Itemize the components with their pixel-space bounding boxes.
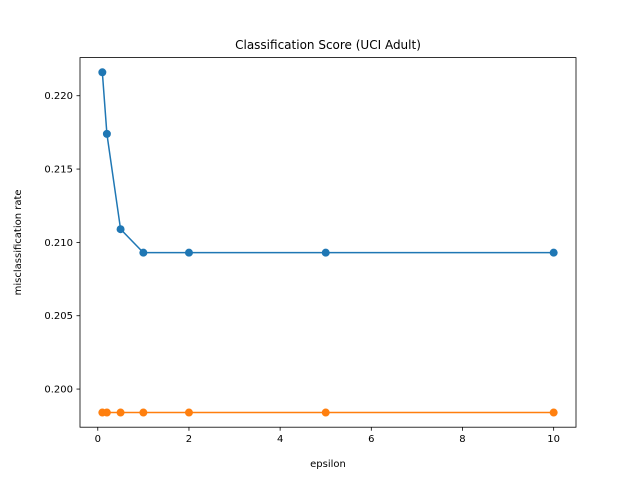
series-2 (98, 408, 558, 417)
y-tick-label: 0.220 (44, 91, 73, 102)
data-point (184, 248, 193, 257)
data-point (321, 248, 330, 257)
data-point (98, 68, 107, 77)
y-axis-label: misclassification rate (13, 189, 24, 295)
x-axis-label: epsilon (310, 459, 346, 470)
x-tick-label: 10 (547, 434, 560, 445)
data-point (116, 408, 125, 417)
data-point (102, 408, 111, 417)
chart-title: Classification Score (UCI Adult) (235, 38, 421, 52)
data-point (139, 248, 148, 257)
plot-frame (79, 57, 577, 428)
series-1 (98, 68, 558, 257)
x-tick-label: 4 (277, 434, 283, 445)
data-point (102, 129, 111, 138)
y-tick-label: 0.200 (44, 385, 73, 396)
data-point (549, 248, 558, 257)
data-point (139, 408, 148, 417)
series-layer (98, 68, 558, 417)
y-tick-label: 0.205 (44, 311, 73, 322)
y-tick-label: 0.215 (44, 165, 73, 176)
x-tick-label: 2 (186, 434, 192, 445)
x-tick-label: 6 (368, 434, 374, 445)
x-tick-label: 0 (95, 434, 101, 445)
data-point (184, 408, 193, 417)
data-point (321, 408, 330, 417)
ticks-layer: 0 2 4 6 8 10 0.200 0.205 0.210 0.215 0.220 (44, 91, 560, 445)
data-point (549, 408, 558, 417)
y-tick-label: 0.210 (44, 238, 73, 249)
x-tick-label: 8 (459, 434, 465, 445)
data-point (116, 225, 125, 234)
